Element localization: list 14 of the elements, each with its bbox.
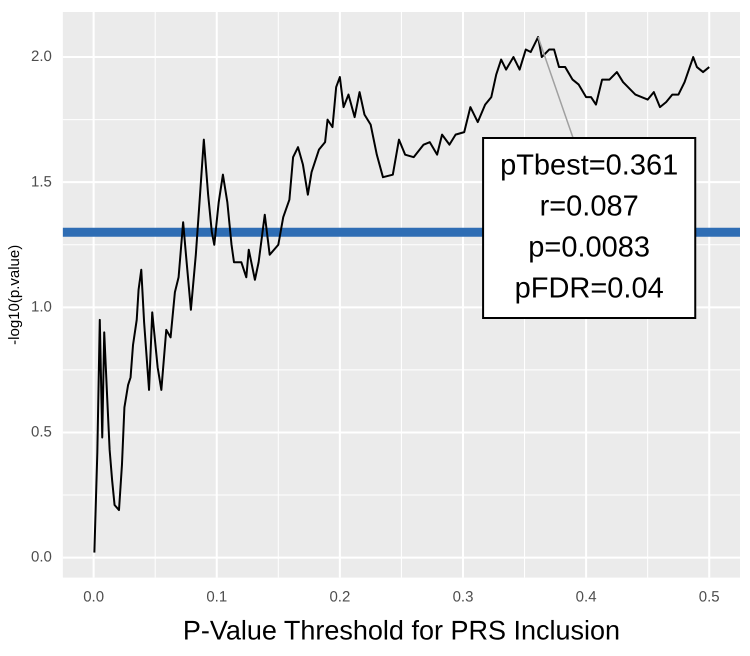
annotation: pTbest=0.361 r=0.087 p=0.0083 pFDR=0.04 [500, 150, 678, 305]
y-tick-label: 2.0 [30, 48, 52, 66]
y-tick-label: 0.5 [30, 424, 52, 441]
x-tick-label: 0.0 [83, 588, 104, 606]
x-tick-label: 0.4 [576, 588, 597, 606]
y-axis-title: -log10(p.value) [6, 244, 24, 345]
y-tick-label: 1.0 [30, 298, 52, 316]
y-tick-label: 1.5 [30, 173, 52, 190]
y-tick-label: 0.0 [30, 548, 52, 566]
x-tick-label: 0.3 [452, 588, 474, 606]
x-tick-label: 0.2 [329, 588, 350, 606]
x-axis-title: P-Value Threshold for PRS Inclusion [182, 615, 620, 646]
x-tick-label: 0.1 [206, 588, 228, 606]
x-tick-label: 0.5 [698, 588, 720, 606]
